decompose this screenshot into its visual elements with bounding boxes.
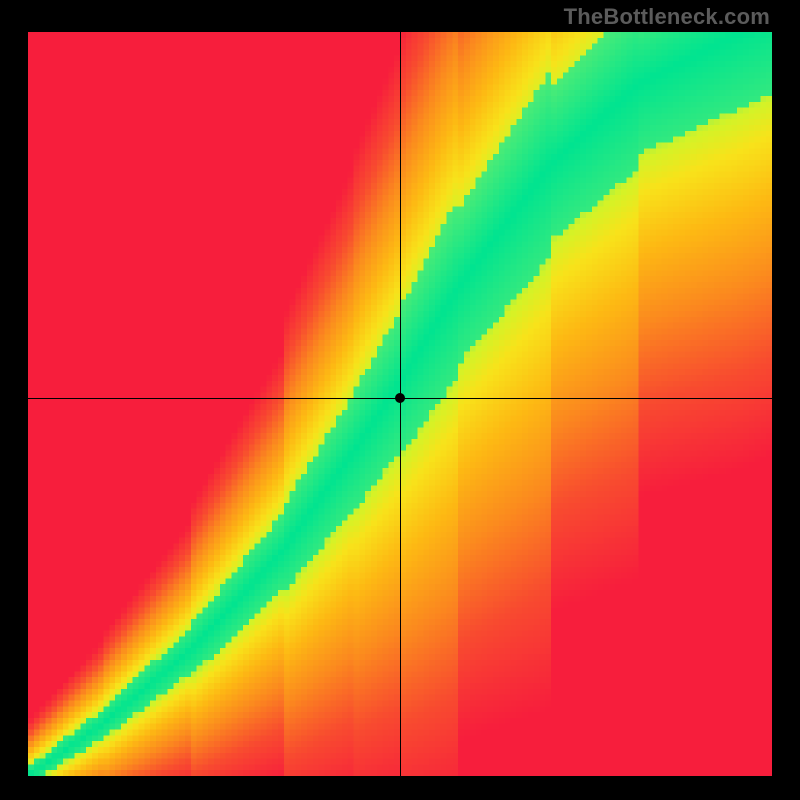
crosshair-dot [395,393,405,403]
crosshair-vertical [400,32,401,776]
chart-container: TheBottleneck.com [0,0,800,800]
attribution-text: TheBottleneck.com [564,4,770,30]
